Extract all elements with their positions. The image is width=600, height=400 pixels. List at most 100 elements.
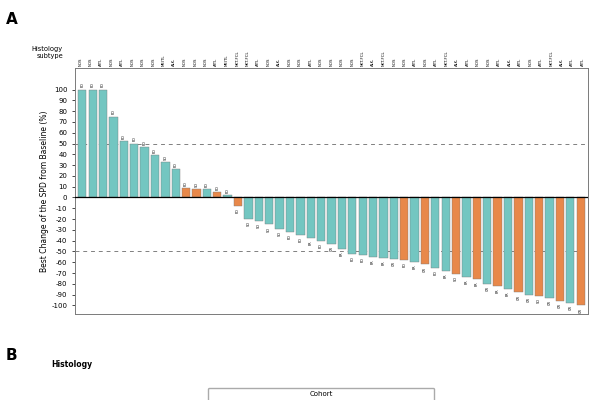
Text: AITL: AITL bbox=[308, 58, 313, 66]
Bar bbox=[275, 198, 284, 229]
Text: NOS: NOS bbox=[287, 58, 292, 66]
Text: SD: SD bbox=[278, 231, 281, 236]
Text: CR: CR bbox=[329, 246, 334, 251]
Text: NKT-FCL: NKT-FCL bbox=[246, 50, 250, 66]
Text: PR: PR bbox=[371, 259, 375, 264]
Text: AITL: AITL bbox=[434, 58, 438, 66]
Text: ALK-: ALK- bbox=[371, 58, 376, 66]
Bar bbox=[286, 198, 294, 232]
Text: PD: PD bbox=[402, 262, 406, 267]
Bar bbox=[338, 198, 346, 249]
Text: PD: PD bbox=[215, 185, 219, 190]
Text: SD: SD bbox=[454, 276, 458, 281]
Bar bbox=[452, 198, 460, 274]
Text: AITL: AITL bbox=[570, 58, 574, 66]
Text: A: A bbox=[6, 12, 18, 27]
Bar bbox=[514, 198, 523, 292]
Text: PD: PD bbox=[236, 208, 240, 213]
Text: NOS: NOS bbox=[340, 58, 344, 66]
Text: NOS: NOS bbox=[392, 58, 397, 66]
Text: PD: PD bbox=[101, 82, 105, 88]
Text: SD: SD bbox=[194, 182, 199, 187]
Text: PR: PR bbox=[413, 264, 416, 269]
Bar bbox=[535, 198, 544, 296]
Bar bbox=[244, 198, 253, 219]
Bar bbox=[577, 198, 585, 305]
Bar bbox=[410, 198, 419, 262]
Text: NKT-FCL: NKT-FCL bbox=[550, 50, 553, 66]
Text: NOS: NOS bbox=[204, 58, 208, 66]
Text: PD: PD bbox=[122, 134, 126, 139]
Text: Histology: Histology bbox=[51, 360, 92, 369]
Text: CR: CR bbox=[392, 261, 396, 266]
Bar bbox=[89, 90, 97, 198]
Text: NOS: NOS bbox=[152, 58, 155, 66]
Bar bbox=[119, 141, 128, 198]
Text: CR: CR bbox=[517, 294, 520, 300]
Bar bbox=[182, 188, 190, 198]
Bar bbox=[379, 198, 388, 258]
Bar bbox=[463, 198, 470, 277]
Text: PD: PD bbox=[143, 140, 146, 145]
Text: PD: PD bbox=[174, 162, 178, 167]
Text: AITL: AITL bbox=[518, 58, 522, 66]
Bar bbox=[504, 198, 512, 289]
Bar bbox=[109, 116, 118, 198]
Text: NOS: NOS bbox=[78, 58, 82, 66]
Bar bbox=[151, 155, 159, 198]
Text: NOS: NOS bbox=[329, 58, 334, 66]
Text: PD: PD bbox=[153, 148, 157, 153]
Text: SD: SD bbox=[247, 221, 250, 226]
Bar bbox=[421, 198, 429, 264]
Text: CR: CR bbox=[423, 266, 427, 272]
Text: PR: PR bbox=[382, 260, 385, 265]
Bar bbox=[265, 198, 274, 224]
Bar bbox=[556, 198, 564, 301]
Legend: Golidocitinib 150 mg (N = 34), Golidocitinib 250 mg (N = 15): Golidocitinib 150 mg (N = 34), Golidocit… bbox=[208, 388, 434, 400]
Bar bbox=[400, 198, 409, 260]
Text: NOS: NOS bbox=[193, 58, 197, 66]
Text: PD: PD bbox=[350, 256, 354, 261]
Text: AITL: AITL bbox=[539, 58, 543, 66]
Text: NOS: NOS bbox=[298, 58, 302, 66]
Text: AITL: AITL bbox=[214, 58, 218, 66]
Text: NOS: NOS bbox=[424, 58, 428, 66]
Bar bbox=[234, 198, 242, 206]
Text: CR: CR bbox=[558, 303, 562, 308]
Text: NOS: NOS bbox=[266, 58, 271, 66]
Text: PD: PD bbox=[319, 243, 323, 248]
Text: PD: PD bbox=[361, 257, 365, 262]
Bar bbox=[99, 90, 107, 198]
Text: PD: PD bbox=[298, 237, 302, 242]
Bar bbox=[493, 198, 502, 286]
Text: Histology
subtype: Histology subtype bbox=[32, 46, 63, 59]
Text: NOS: NOS bbox=[529, 58, 532, 66]
Bar bbox=[483, 198, 491, 284]
Text: SD: SD bbox=[257, 223, 261, 228]
Text: MEITL: MEITL bbox=[225, 54, 229, 66]
Text: NOS: NOS bbox=[110, 58, 113, 66]
Text: AITL: AITL bbox=[99, 58, 103, 66]
Text: PD: PD bbox=[205, 182, 209, 187]
Bar bbox=[193, 189, 200, 198]
Text: CR: CR bbox=[568, 305, 572, 310]
Bar bbox=[172, 170, 180, 198]
Bar bbox=[369, 198, 377, 257]
Text: NOS: NOS bbox=[476, 58, 480, 66]
Text: CR: CR bbox=[485, 286, 489, 291]
Text: AITL: AITL bbox=[466, 58, 470, 66]
Bar bbox=[566, 198, 574, 303]
Text: ALK-: ALK- bbox=[277, 58, 281, 66]
Text: PR: PR bbox=[444, 273, 448, 278]
Bar bbox=[431, 198, 439, 268]
Bar bbox=[328, 198, 335, 244]
Text: NOS: NOS bbox=[487, 58, 491, 66]
Text: AITL: AITL bbox=[581, 58, 585, 66]
Text: PR: PR bbox=[340, 252, 344, 256]
Bar bbox=[223, 195, 232, 198]
Text: PR: PR bbox=[506, 291, 510, 296]
Text: NOS: NOS bbox=[350, 58, 355, 66]
Text: PD: PD bbox=[288, 234, 292, 239]
Text: PR: PR bbox=[309, 241, 313, 245]
Text: NKT-FCL: NKT-FCL bbox=[445, 50, 449, 66]
